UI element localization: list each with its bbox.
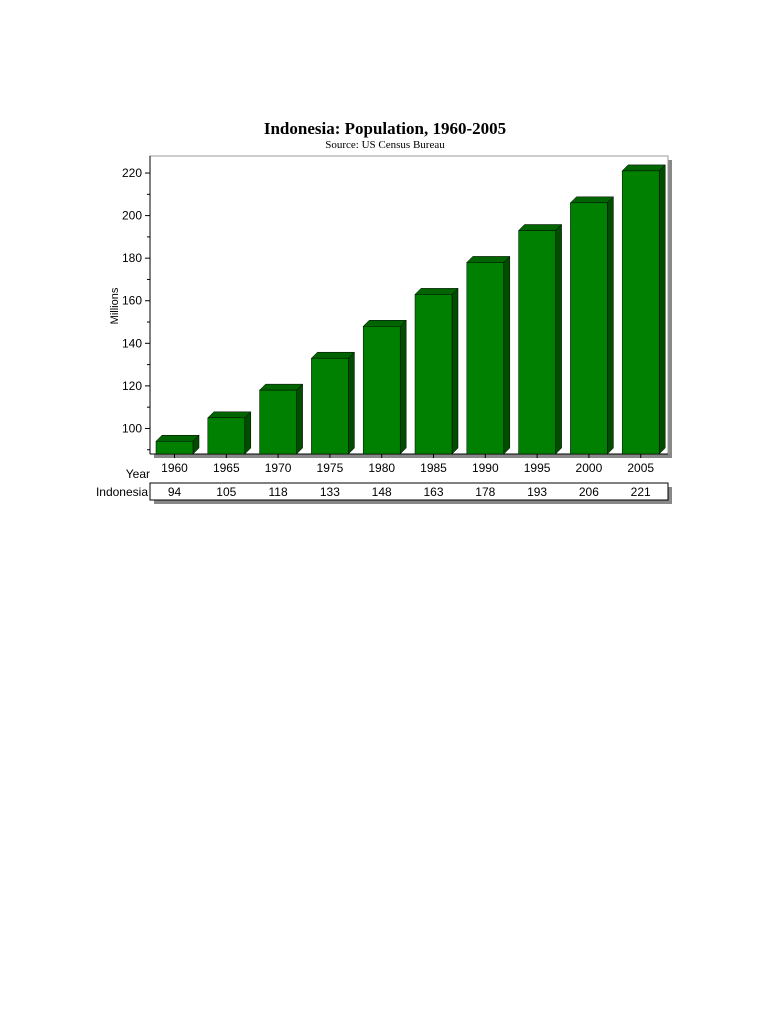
x-tick-label: 1995 [524, 461, 551, 475]
bar-side [555, 223, 562, 455]
x-tick-label: 2000 [576, 461, 603, 475]
bar-top [362, 320, 407, 327]
y-tick-label: 200 [122, 209, 142, 223]
bar [518, 230, 556, 455]
table-value: 133 [320, 485, 340, 499]
bar [362, 326, 401, 455]
table-value: 193 [527, 485, 547, 499]
x-tick-label: 1965 [213, 461, 240, 475]
x-tick-labels: 1960 1965 1970 1975 1980 1985 1990 1995 2000 2005 [161, 454, 654, 475]
bar-top [621, 164, 666, 172]
y-tick-label: 140 [122, 336, 142, 350]
y-tick-label: 180 [122, 251, 142, 265]
bar [570, 202, 608, 455]
table-header-year: Year [126, 467, 150, 481]
bar-top [569, 196, 615, 204]
y-tick-label: 160 [122, 294, 142, 308]
y-tick-label: 220 [122, 166, 142, 180]
bar-side [399, 319, 407, 455]
y-tick-label: 100 [122, 421, 142, 435]
bar-side [607, 196, 614, 455]
y-tick-label: 120 [122, 379, 142, 393]
y-ticks: 100 120 140 160 180 200 220 [122, 166, 150, 451]
bar-side [244, 411, 252, 455]
x-tick-label: 1990 [472, 461, 499, 475]
table-value: 118 [269, 485, 288, 499]
bar [466, 262, 505, 455]
table-values: 94 105 118 133 148 163 178 193 206 221 [168, 485, 651, 499]
bar-top [517, 224, 563, 231]
x-tick-label: 1985 [420, 461, 447, 475]
bar-top [310, 351, 356, 359]
table-value: 105 [216, 485, 236, 499]
bar-side [658, 164, 666, 455]
bar [414, 294, 453, 455]
bar [207, 417, 246, 455]
bar-top [207, 411, 252, 419]
data-table [149, 482, 669, 501]
bar-top [414, 288, 459, 295]
bar-top [466, 256, 511, 263]
chart-subtitle: Source: US Census Bureau [325, 139, 445, 151]
table-value: 94 [168, 485, 182, 499]
x-tick-label: 2005 [627, 461, 654, 475]
bar [259, 389, 297, 455]
x-tick-label: 1975 [317, 461, 344, 475]
table-value: 163 [423, 485, 443, 499]
bar-side [296, 383, 303, 455]
table-value: 206 [579, 485, 599, 499]
bars [155, 164, 666, 455]
table-value: 148 [372, 485, 392, 499]
bar [621, 170, 660, 455]
table-value: 221 [631, 485, 651, 499]
bar-side [451, 287, 459, 455]
x-tick-label: 1980 [368, 461, 395, 475]
bar-top [258, 383, 304, 391]
x-tick-label: 1970 [265, 461, 292, 475]
chart-title: Indonesia: Population, 1960-2005 [264, 119, 506, 138]
y-axis-label: Millions [109, 287, 121, 324]
x-tick-label: 1960 [161, 461, 188, 475]
bar-top [155, 434, 200, 442]
table-series-name: Indonesia [96, 485, 148, 499]
bar [311, 357, 349, 455]
bar-side [348, 351, 355, 455]
bar-side [503, 255, 511, 455]
bar [155, 440, 194, 455]
table-value: 178 [475, 485, 495, 499]
